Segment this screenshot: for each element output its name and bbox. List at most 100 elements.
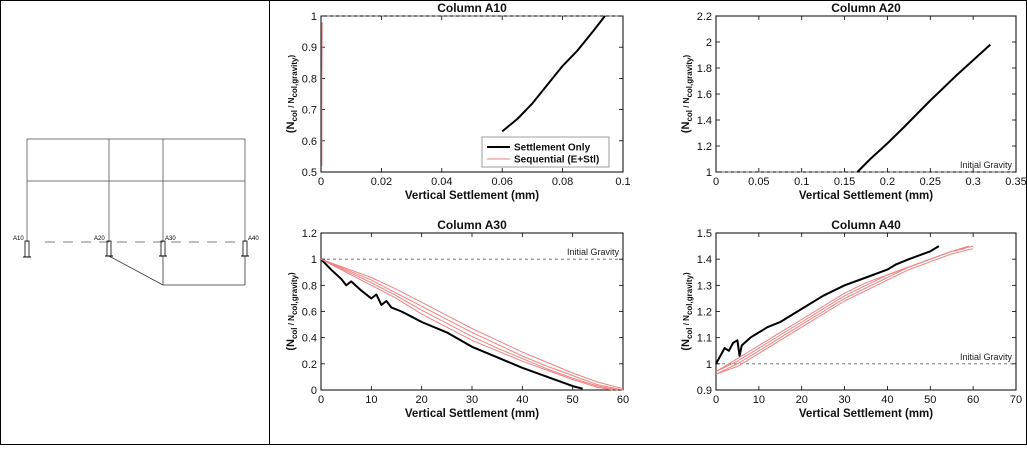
x-tick-label: 0.05: [748, 176, 769, 188]
schematic-support-a30: A30: [159, 236, 176, 256]
series-sequential-1: [321, 259, 613, 390]
chart-title: Column A30: [437, 218, 507, 232]
x-tick-label: 20: [416, 394, 428, 406]
series-sequential-3: [716, 246, 973, 374]
y-tick-label: 1.4: [697, 115, 712, 127]
x-tick-label: 70: [1010, 394, 1022, 406]
x-tick-label: 0.06: [491, 176, 512, 188]
schematic-label-a20: A20: [94, 236, 105, 242]
y-tick-label: 1: [706, 359, 712, 371]
series-settlement-only: [716, 246, 939, 364]
x-tick-label: 40: [516, 394, 528, 406]
x-axis-label: Vertical Settlement (mm): [405, 408, 539, 420]
x-tick-label: 10: [753, 394, 765, 406]
x-tick-label: 10: [365, 394, 377, 406]
y-tick-label: 0.2: [302, 359, 317, 371]
y-tick-label: 1.1: [697, 333, 712, 345]
y-label-sub: col,gravity: [685, 274, 694, 315]
y-tick-label: 0.6: [302, 307, 317, 319]
y-tick-label: 1.2: [302, 228, 317, 240]
series-sequential-2: [716, 246, 969, 372]
x-tick-label: 20: [796, 394, 808, 406]
x-tick-label: 50: [924, 394, 936, 406]
plot-area: [716, 233, 1016, 390]
y-label-part: (N: [680, 339, 692, 351]
y-tick-label: 0.4: [302, 333, 317, 345]
x-tick-label: 0.25: [920, 176, 941, 188]
y-label-part: ): [682, 272, 691, 275]
frame-schematic: A10 A20 A30 A40: [13, 139, 259, 285]
y-axis-label: (Ncol / Ncol,gravity): [285, 272, 299, 351]
y-tick-label: 1.5: [697, 228, 712, 240]
x-tick-label: 0.35: [1005, 176, 1026, 188]
plot-area: [716, 16, 1016, 172]
y-label-part: / N: [287, 97, 296, 110]
reference-label: Initial Gravity: [960, 160, 1013, 170]
y-label-part: (N: [680, 121, 692, 133]
x-tick-label: 0.3: [965, 176, 980, 188]
series-sequential-4: [321, 259, 623, 389]
schematic-label-a40: A40: [248, 236, 259, 242]
y-axis-label: (Ncol / Ncol,gravity): [680, 272, 694, 351]
y-tick-label: 1.3: [697, 280, 712, 292]
y-tick-label: 1: [311, 11, 317, 23]
x-axis-label: Vertical Settlement (mm): [405, 190, 539, 202]
y-tick-label: 1: [311, 254, 317, 266]
schematic-spring: [243, 241, 247, 256]
y-label-sub: col,gravity: [290, 57, 299, 98]
x-tick-label: 60: [967, 394, 979, 406]
y-label-part: ): [287, 272, 296, 275]
x-tick-label: 30: [466, 394, 478, 406]
y-label-sub: col: [290, 327, 299, 339]
y-tick-label: 1.2: [697, 307, 712, 319]
schematic-support-a10: A10: [13, 236, 31, 257]
y-tick-label: 1: [706, 167, 712, 179]
y-tick-label: 0: [311, 385, 317, 397]
x-tick-label: 0.08: [552, 176, 573, 188]
y-tick-label: 2: [706, 37, 712, 49]
y-tick-label: 0.8: [302, 73, 317, 85]
y-label-part: / N: [682, 97, 691, 110]
y-label-part: / N: [682, 315, 691, 328]
x-tick-label: 0: [318, 394, 324, 406]
schematic-spring: [25, 241, 29, 257]
reference-label: Initial Gravity: [567, 247, 620, 257]
y-tick-label: 0.6: [302, 136, 317, 148]
schematic-spring: [107, 241, 111, 256]
x-axis-label: Vertical Settlement (mm): [799, 408, 933, 420]
y-label-sub: col: [685, 327, 694, 339]
series-sequential-2: [321, 259, 618, 390]
legend-entry: Sequential (E+Stl): [514, 155, 599, 166]
y-tick-label: 2.2: [697, 11, 712, 23]
schematic-label-a10: A10: [13, 236, 24, 242]
x-tick-label: 0.2: [880, 176, 895, 188]
chart-title: Column A20: [831, 1, 901, 15]
y-label-sub: col: [290, 110, 299, 122]
x-tick-label: 60: [617, 394, 629, 406]
series-sequential-3: [321, 259, 623, 390]
x-tick-label: 0: [713, 394, 719, 406]
x-tick-label: 0.02: [371, 176, 392, 188]
y-axis-label: (Ncol / Ncol,gravity): [680, 55, 694, 134]
x-tick-label: 0: [713, 176, 719, 188]
x-tick-label: 40: [881, 394, 893, 406]
y-label-part: (N: [285, 339, 297, 351]
y-tick-label: 0.9: [697, 385, 712, 397]
chart-title: Column A40: [831, 218, 901, 232]
y-label-sub: col,gravity: [290, 274, 299, 315]
y-tick-label: 0.9: [302, 42, 317, 54]
y-tick-label: 1.8: [697, 63, 712, 75]
chart-title: Column A10: [437, 1, 507, 15]
y-label-part: / N: [287, 315, 296, 328]
x-tick-label: 0.1: [615, 176, 630, 188]
x-tick-label: 0.15: [834, 176, 855, 188]
y-label-part: (N: [285, 121, 297, 133]
series-sequential-1: [716, 249, 965, 372]
schematic-support-a20: A20: [94, 236, 113, 256]
schematic-label-a30: A30: [165, 236, 176, 242]
